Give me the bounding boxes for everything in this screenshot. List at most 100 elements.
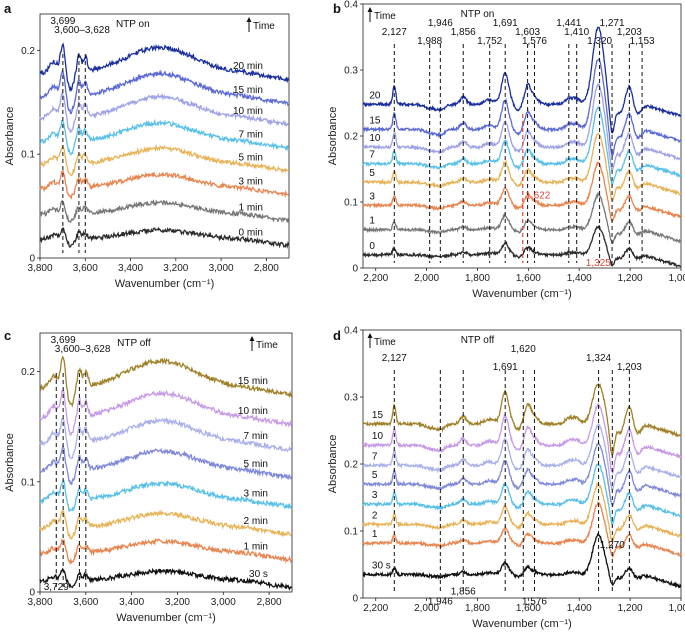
peak-label: 1,752 (477, 36, 502, 47)
x-axis-title: Wavenumber (cm⁻¹) (115, 278, 215, 290)
peak-label: 1,856 (451, 27, 476, 38)
peak-label: 2,127 (382, 27, 407, 38)
plot-frame (39, 13, 290, 259)
panel-letter: c (4, 328, 11, 343)
series-label: 1 (372, 529, 378, 540)
series-line (362, 82, 682, 172)
y-tick-label: 0.3 (344, 66, 358, 77)
series-line (362, 132, 682, 202)
y-tick-label: 0.3 (344, 393, 358, 404)
peak-label: 1,576 (522, 597, 547, 608)
peak-label: 1,603 (515, 27, 540, 38)
peak-label: 1,324 (586, 353, 611, 364)
series-line (362, 402, 682, 475)
y-tick-label: 0.2 (344, 132, 358, 143)
y-axis-title: Absorbance (327, 107, 339, 166)
series-label: 5 (369, 168, 375, 179)
y-tick-label: 0 (29, 588, 35, 599)
series-line (39, 537, 293, 566)
peak-label: 3,699 (51, 335, 76, 346)
x-tick-label: 1,600 (516, 603, 541, 614)
series-label: 10 min (238, 406, 268, 417)
series-label: 15 (369, 115, 381, 126)
series-line (39, 479, 292, 512)
x-axis-title: Wavenumber (cm⁻¹) (472, 618, 572, 630)
time-arrow-head (367, 7, 373, 12)
series-label: 5 min (239, 153, 263, 164)
peak-label: 1,153 (630, 36, 655, 47)
y-tick-label: 0 (29, 254, 35, 265)
y-tick-label: 0.2 (21, 46, 35, 57)
x-tick-label: 3,800 (27, 597, 52, 608)
peak-label: 1,946 (428, 18, 453, 29)
x-tick-label: 2,200 (363, 273, 388, 284)
series-line (362, 57, 682, 158)
time-label: Time (256, 340, 278, 351)
y-tick-label: 0.2 (344, 460, 358, 471)
series-label: 1 (369, 216, 375, 227)
x-tick-label: 1,400 (567, 273, 592, 284)
x-tick-label: 2,800 (254, 263, 279, 274)
series-label: 7 min (243, 431, 267, 442)
y-axis-title: Absorbance (4, 433, 16, 492)
x-tick-label: 3,000 (211, 597, 236, 608)
x-tick-label: 3,600 (73, 263, 98, 274)
panel-title: NTP on (116, 19, 150, 30)
red-peak-label: 1,622 (525, 191, 550, 202)
x-tick-label: 3,800 (27, 263, 52, 274)
peak-label: 1,576 (522, 36, 547, 47)
series-line (39, 118, 290, 156)
x-tick-label: 1,800 (465, 273, 490, 284)
panel-letter: a (4, 1, 12, 16)
series-label: 30 s (372, 561, 391, 572)
x-tick-label: 1,800 (465, 603, 490, 614)
series-label: 7 min (239, 130, 263, 141)
peak-label: 1,410 (564, 27, 589, 38)
series-line (39, 69, 290, 115)
peak-label: 1,946 (428, 597, 453, 608)
series-line (39, 90, 289, 133)
x-tick-label: 3,000 (209, 263, 234, 274)
series-line (362, 383, 682, 457)
y-tick-label: 0.4 (344, 0, 358, 11)
x-tick-label: 3,400 (119, 597, 144, 608)
series-line (362, 191, 682, 245)
series-label: 20 (369, 90, 381, 101)
peak-label: 2,127 (382, 353, 407, 364)
panel-a: a 3,800 3,600 3,400 3,200 3,000 2,800 0 0.1 0.2 Wa… (4, 1, 290, 290)
peak-label: 3,729 (44, 582, 69, 593)
y-tick-label: 0.4 (344, 326, 358, 337)
series-label: 10 min (233, 106, 263, 117)
red-peak-label: 1,325 (586, 258, 611, 269)
series-label: 7 (372, 451, 378, 462)
x-tick-label: 3,400 (118, 263, 143, 274)
time-arrow-head (246, 17, 252, 22)
x-tick-label: 1,200 (618, 273, 643, 284)
time-arrow-head (249, 336, 255, 341)
series-line (362, 105, 682, 187)
x-tick-label: 3,200 (163, 263, 188, 274)
panel-letter: d (333, 328, 341, 343)
series-label: 2 min (243, 516, 267, 527)
y-tick-label: 0 (352, 264, 358, 275)
series-line (39, 567, 293, 591)
y-tick-label: 0.1 (344, 198, 358, 209)
peak-label: 1,203 (617, 27, 642, 38)
series-line (362, 422, 682, 491)
series-label: 10 (369, 133, 381, 144)
panel-d: d 2,200 2,000 1,800 1,600 1,400 1,200 1,000 0 0.1… (327, 326, 685, 631)
x-tick-label: 1,400 (567, 603, 592, 614)
time-label: Time (253, 21, 275, 32)
x-tick-label: 1,000 (668, 603, 685, 614)
peak-label: 1,271 (600, 18, 625, 29)
y-tick-label: 0 (352, 594, 358, 605)
series-line (362, 26, 682, 134)
peak-label: 1,620 (511, 344, 536, 355)
series-label: 0 (369, 241, 375, 252)
plot-frame (39, 332, 293, 593)
series-label: 3 min (239, 176, 263, 187)
series-label: 15 min (233, 85, 263, 96)
series-line (39, 444, 293, 486)
panel-c: c 3,800 3,600 3,400 3,200 3,000 2,800 0 0.1 0.2 Wa… (4, 328, 293, 624)
